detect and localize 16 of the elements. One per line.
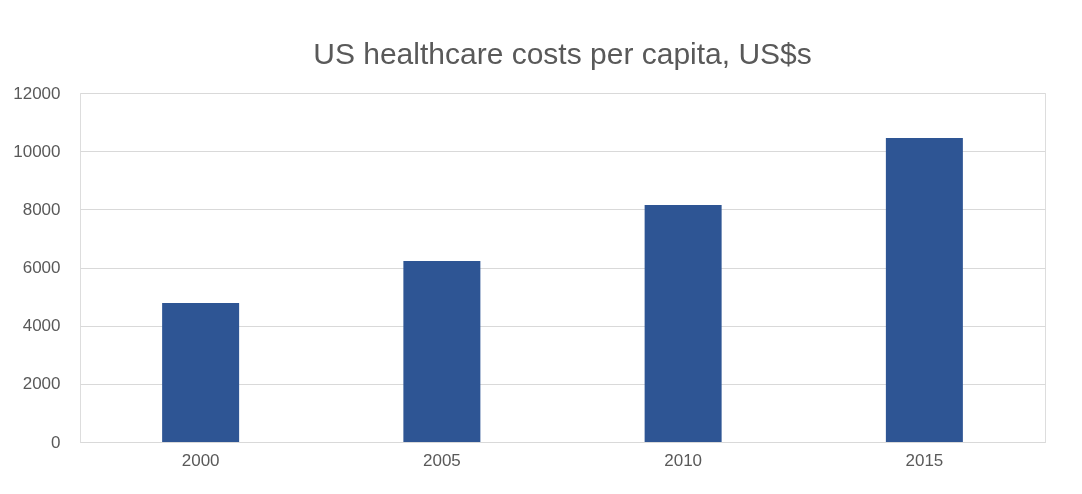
x-tick-label: 2015: [905, 450, 944, 470]
bar: [885, 138, 963, 442]
bar: [162, 302, 240, 442]
y-tick-label: 4000: [22, 316, 61, 336]
x-tick-label: 2000: [181, 450, 220, 470]
y-tick-label: 2000: [22, 374, 61, 394]
x-tick-label: 2010: [664, 450, 703, 470]
y-tick-label: 0: [51, 432, 61, 452]
bar: [644, 204, 722, 442]
y-tick-label: 12000: [13, 83, 61, 103]
x-tick-label: 2005: [422, 450, 461, 470]
y-tick-label: 10000: [13, 141, 61, 161]
chart-title: US healthcare costs per capita, US$s: [313, 37, 812, 70]
y-tick-label: 6000: [22, 258, 61, 277]
bar: [403, 261, 481, 442]
y-tick-label: 8000: [22, 199, 61, 219]
